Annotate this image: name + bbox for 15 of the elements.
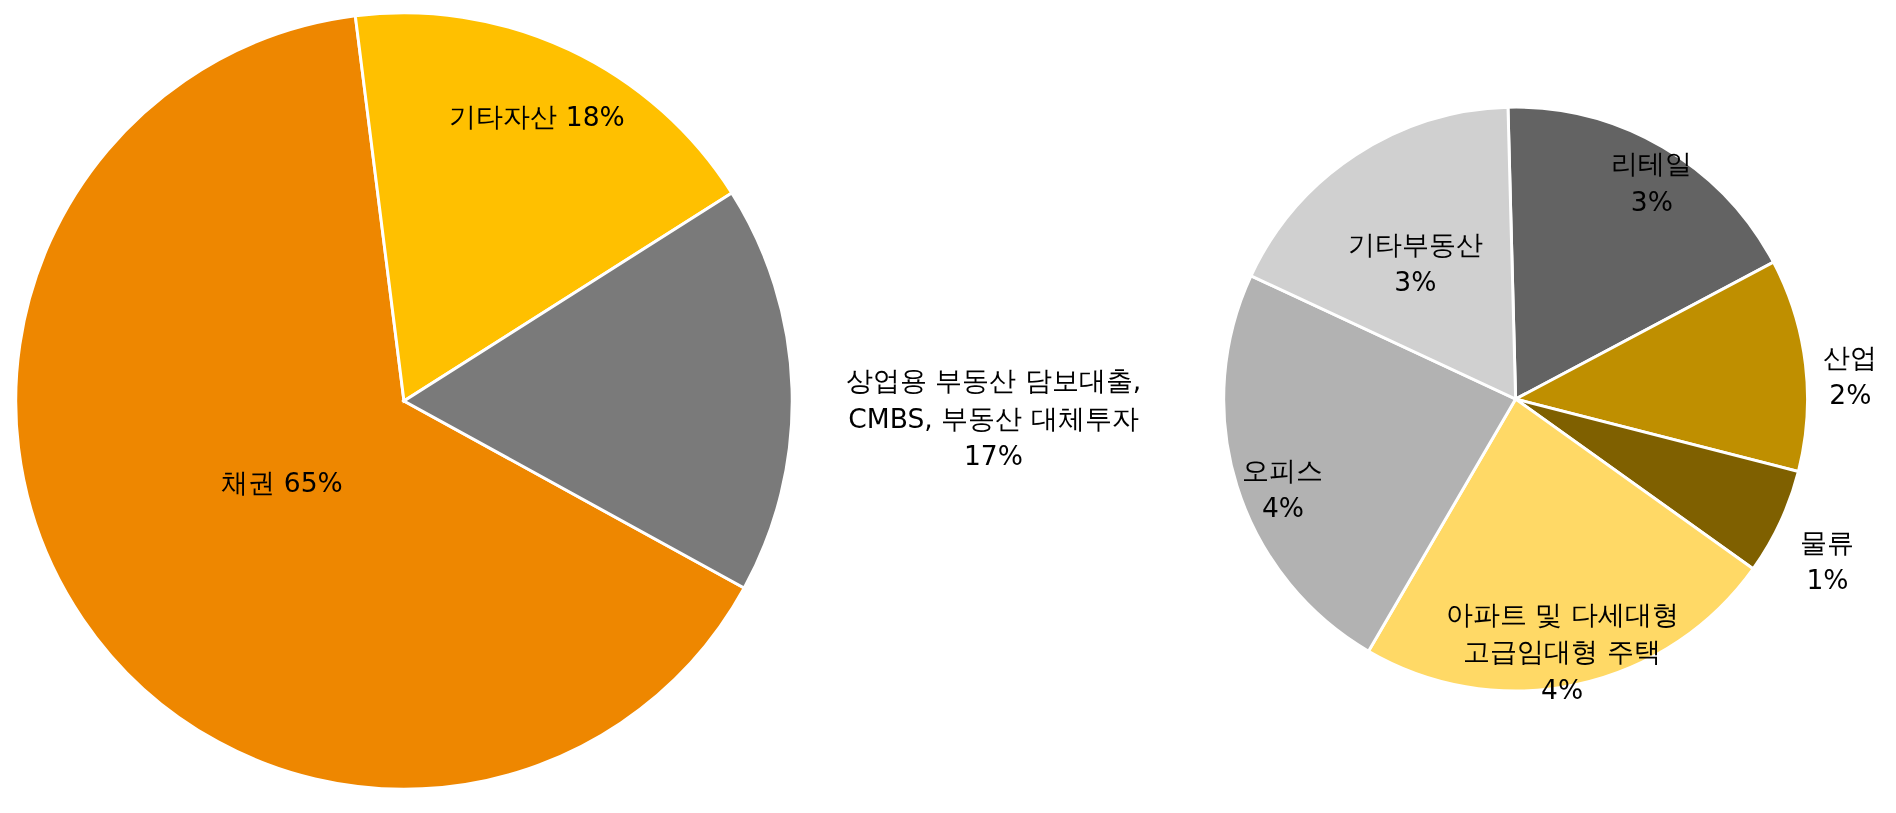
slice-label: 상업용 부동산 담보대출, CMBS, 부동산 대체투자	[845, 365, 1142, 434]
data-label: 3%	[1630, 185, 1673, 217]
slice-label: 물류	[1800, 527, 1855, 559]
data-label: 2%	[1829, 379, 1872, 411]
slice-label: 채권 65%	[221, 466, 343, 498]
data-label: 17%	[963, 440, 1023, 472]
slice-label: 산업	[1823, 342, 1878, 374]
slice-label: 기타자산 18%	[449, 101, 625, 133]
data-label: 4%	[1261, 492, 1305, 524]
slice-label: 아파트 및 다세대형 고급임대형 주택	[1445, 599, 1679, 668]
slice-label: 기타부동산	[1347, 229, 1483, 261]
data-label: 3%	[1394, 266, 1437, 298]
slice-label: 오피스	[1242, 454, 1324, 486]
data-label: 1%	[1806, 564, 1849, 596]
slice-label: 리테일	[1611, 148, 1693, 180]
